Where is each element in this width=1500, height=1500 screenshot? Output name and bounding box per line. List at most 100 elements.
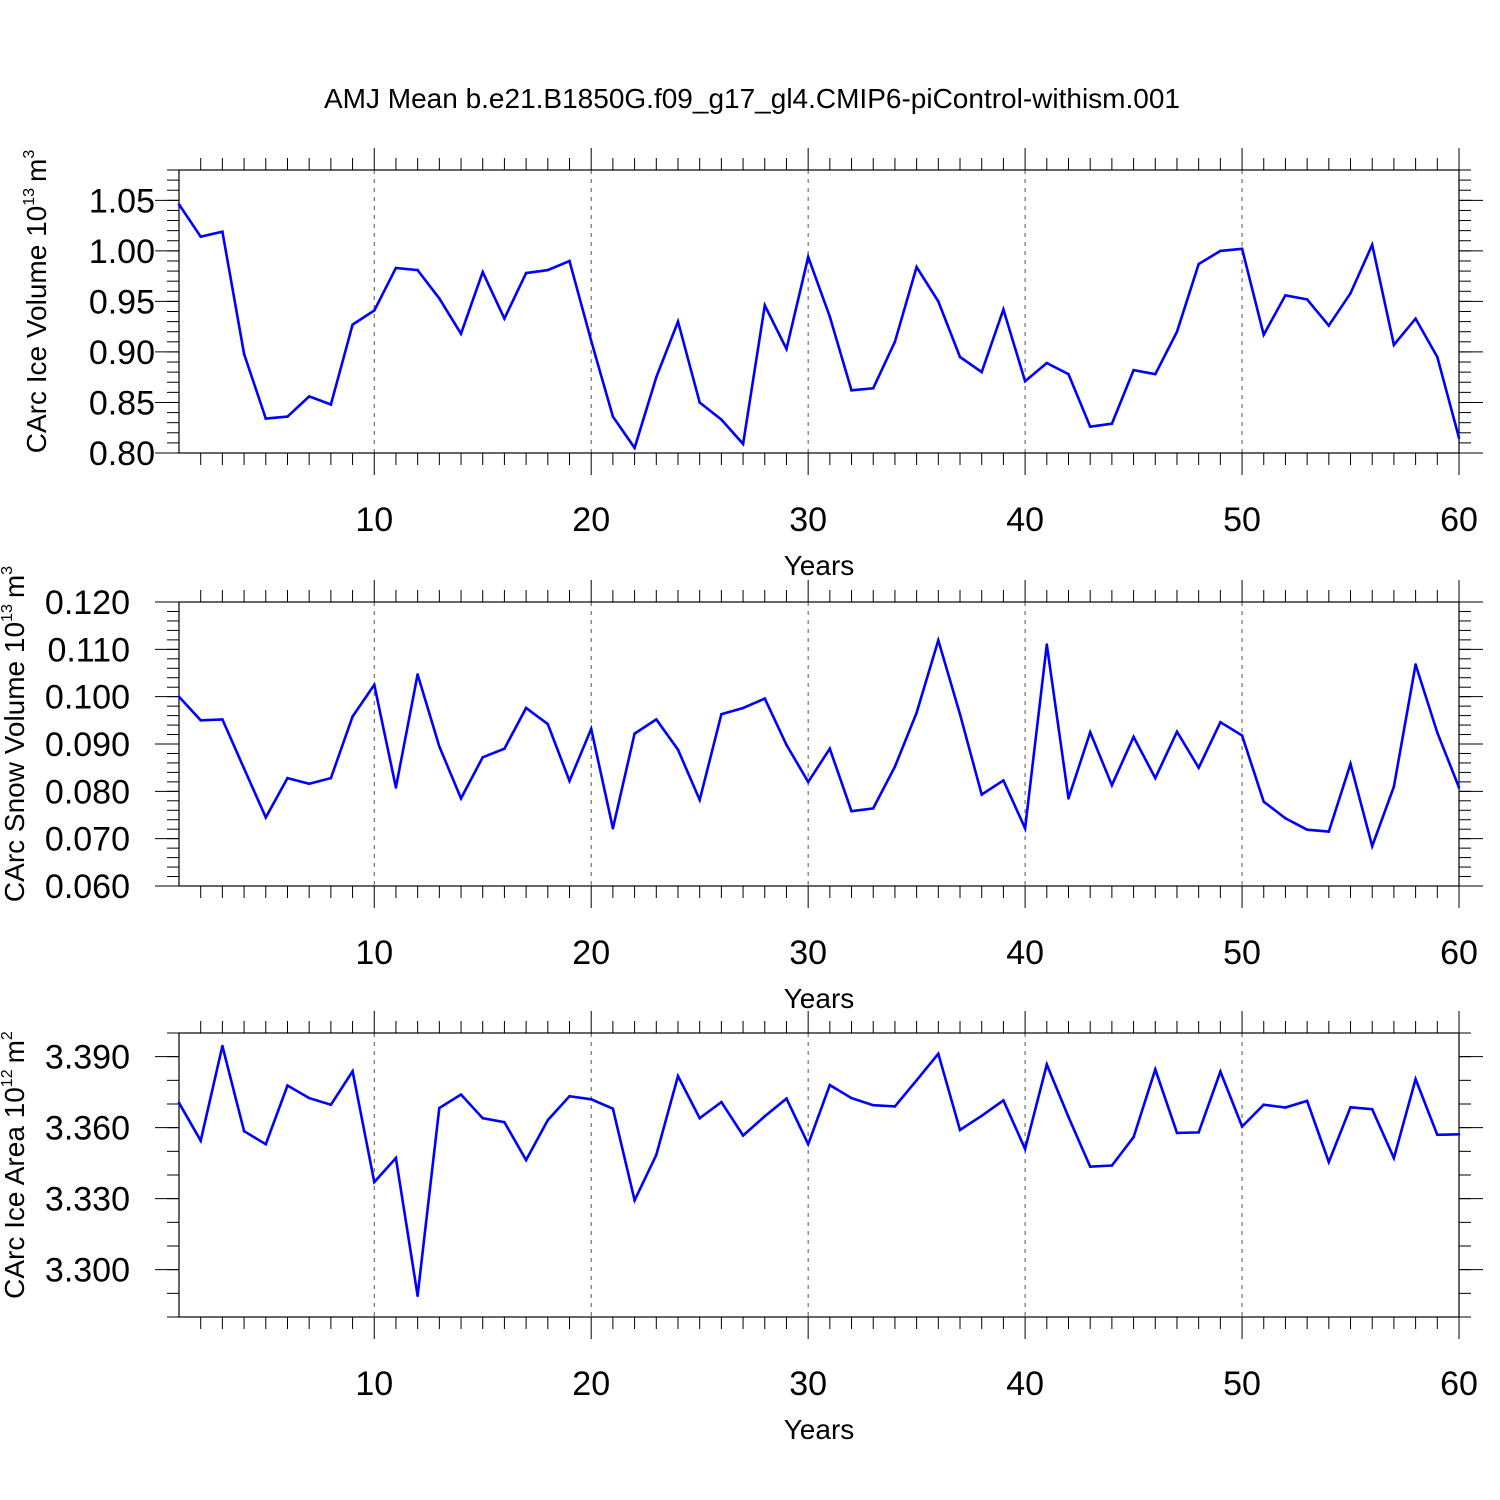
data-point [1240,1125,1244,1128]
data-point [1349,1106,1352,1109]
x-axis-title: Years [784,550,855,581]
data-point [503,317,506,320]
data-point [1045,361,1049,365]
data-point [611,415,615,418]
x-tick-label: 20 [572,501,610,539]
data-point [568,779,571,783]
data-point [199,235,202,239]
x-tick-label: 30 [789,1365,827,1403]
data-point [481,755,485,759]
data-point [286,1084,289,1087]
data-point [1110,422,1114,425]
data-point [481,270,485,274]
data-point [481,1116,485,1120]
data-point [264,417,268,420]
data-point [785,1097,788,1100]
data-point [199,719,202,722]
data-point [307,395,311,398]
x-axis-title: Years [784,983,855,1014]
data-point [1023,1147,1027,1151]
y-tick-label: 0.80 [89,435,155,473]
data-point [524,706,528,710]
data-point [286,776,289,780]
data-point [568,1094,571,1098]
data-point [937,639,940,642]
data-point [1219,1070,1222,1073]
y-axis-title-exponent: 12 [0,1069,16,1087]
x-axis-title: Years [784,1414,855,1445]
data-point [611,826,615,830]
x-tick-label: 40 [1006,501,1044,539]
y-axis-title: CArc Snow Volume 1013 m3 [0,566,30,902]
data-point [698,1116,701,1120]
data-point [546,268,550,272]
series-line [177,1045,1460,1296]
data-point [459,797,463,800]
data-point [438,745,441,748]
data-point [806,1142,810,1146]
data-point [242,767,246,770]
ice-volume-panel: 0.80 0.85 0.90 0.95 1.00 1.05 10 20 30 40 50 60 Year… [21,148,1483,581]
y-axis-title-text: CArc Snow Volume 10 [0,622,30,902]
data-point [741,706,745,710]
y-axis-title: CArc Ice Area 1012 m2 [0,1031,30,1299]
data-point [589,339,593,343]
data-point [1153,776,1157,780]
data-point [1219,249,1222,253]
x-tick-label: 50 [1223,934,1261,972]
data-point [1175,1131,1179,1135]
plot-frame [178,601,1460,887]
data-point [1392,343,1396,347]
data-point [1305,828,1309,831]
data-point [980,370,984,374]
data-point [1045,643,1049,646]
data-point [589,1097,593,1101]
data-point [1088,1165,1092,1169]
y-axis-title-unit-exponent: 3 [0,566,16,575]
data-point [199,1139,202,1142]
x-tick-label: 10 [355,1365,393,1403]
data-point [589,727,593,731]
y-tick-label: 0.080 [45,773,130,811]
data-point [1175,330,1179,334]
data-point [1457,1132,1461,1136]
data-point [654,1153,658,1157]
data-point [1002,1099,1005,1102]
data-point [806,255,810,259]
data-point [394,786,398,789]
data-point [611,1107,615,1111]
data-point [1132,735,1135,739]
data-point [503,747,506,751]
y-tick-label: 0.90 [89,334,155,372]
data-point [307,1096,311,1100]
data-point [1023,379,1027,383]
data-point [416,1294,419,1297]
y-axis-title: CArc Ice Volume 1013 m3 [21,150,52,454]
data-point [676,1074,680,1078]
data-point [459,332,463,336]
y-axis-title-exponent: 13 [21,188,38,206]
data-point [915,1079,918,1082]
data-point [1284,817,1287,820]
data-point [1327,830,1331,833]
data-point [1153,1068,1157,1071]
snow-volume-panel: 0.060 0.070 0.080 0.090 0.100 0.110 0.120 10 20 3… [0,566,1483,1014]
y-tick-label: 1.00 [89,233,155,271]
data-point [828,315,832,318]
data-point [850,809,853,813]
data-point [221,1044,224,1048]
data-point [1088,425,1092,429]
data-point [828,747,832,751]
data-point [1436,1133,1439,1137]
data-point [1414,317,1417,320]
data-point [1219,720,1222,724]
x-tick-label: 60 [1440,1365,1478,1403]
y-tick-label: 3.390 [45,1039,130,1077]
data-point [1153,372,1157,376]
data-point [459,1093,463,1096]
data-point [264,1142,268,1146]
y-axis-title-unit-exponent: 2 [0,1031,16,1040]
x-tick-label: 40 [1006,1365,1044,1403]
data-point [1305,1099,1309,1103]
data-point [893,340,897,344]
